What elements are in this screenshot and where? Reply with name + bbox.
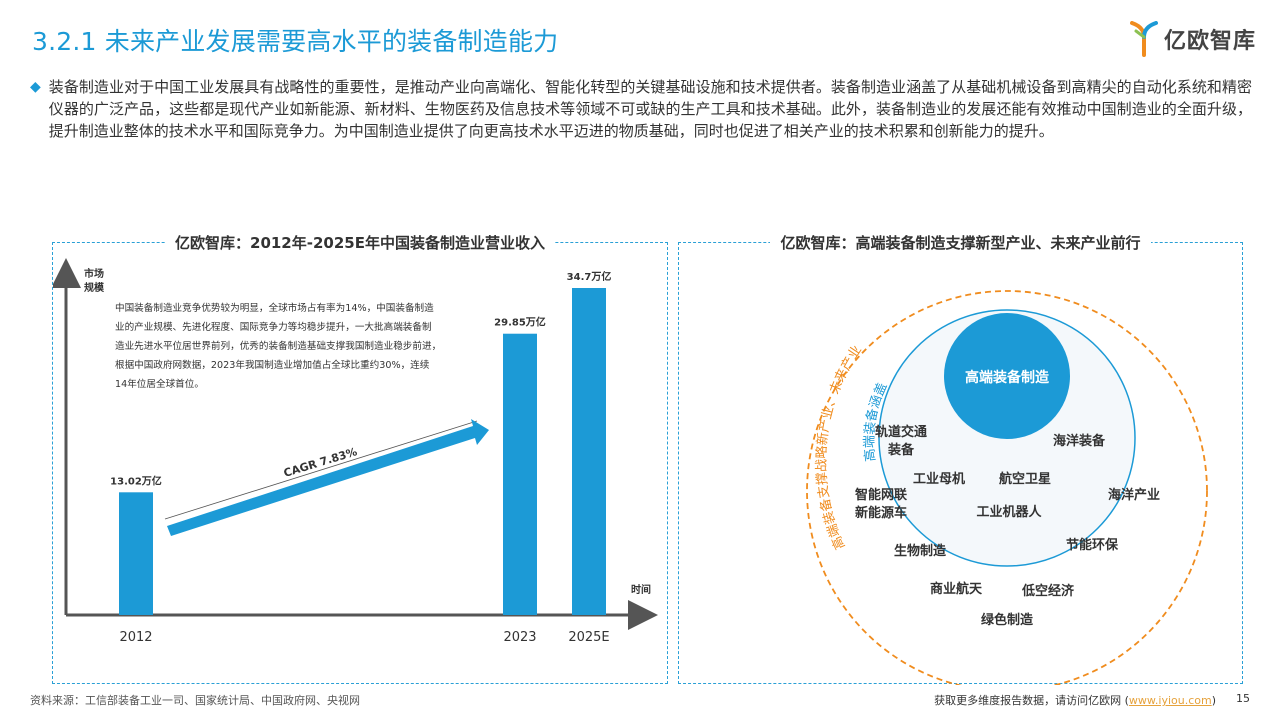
revenue-chart-title: 亿欧智库：2012年-2025E年中国装备制造业营业收入 xyxy=(165,234,555,252)
outer-item-energy-saving: 节能环保 xyxy=(1066,537,1119,553)
inner-item-industrial-robot: 工业机器人 xyxy=(976,504,1042,520)
logo-mark-icon xyxy=(1129,21,1158,57)
outer-item-commercial-space: 商业航天 xyxy=(930,581,983,597)
bar-value-label: 13.02万亿 xyxy=(110,474,162,487)
more-info-note: 获取更多维度报告数据，请访问亿欧网 (www.iyiou.com) xyxy=(934,692,1216,708)
intro-paragraph: ◆ 装备制造业对于中国工业发展具有战略性的重要性，是推动产业向高端化、智能化转型… xyxy=(30,76,1252,142)
page-number: 15 xyxy=(1236,692,1250,705)
inner-item-marine-equipment: 海洋装备 xyxy=(1053,433,1106,449)
inner-item-aviation-satellite: 航空卫星 xyxy=(999,471,1051,487)
annotation-line: 中国装备制造业竞争优势较为明显，全球市场占有率为14%，中国装备制造 xyxy=(115,302,434,314)
annotation-line: 造业先进水平位居世界前列，优秀的装备制造基础支撑我国制造业稳步前进， xyxy=(115,340,441,352)
industry-diagram-panel: 亿欧智库：高端装备制造支撑新型产业、未来产业前行 高端装备制造 高端装备涵盖 高… xyxy=(678,234,1243,692)
x-tick-label: 2023 xyxy=(503,630,536,645)
diamond-bullet-icon: ◆ xyxy=(30,79,41,95)
website-link[interactable]: www.iyiou.com xyxy=(1128,694,1212,707)
cagr-arrow xyxy=(167,419,489,536)
more-info-suffix: ) xyxy=(1211,694,1216,707)
x-tick-label: 2012 xyxy=(119,630,152,645)
annotation-line: 14年位居全球首位。 xyxy=(115,378,204,390)
revenue-chart-panel: 亿欧智库：2012年-2025E年中国装备制造业营业收入 市场规模 时间 中国装… xyxy=(51,234,668,684)
core-label: 高端装备制造 xyxy=(965,369,1049,386)
x-axis-label: 时间 xyxy=(631,583,651,596)
outer-item-green-manufacturing: 绿色制造 xyxy=(981,612,1034,628)
brand-logo[interactable]: 亿欧智库 xyxy=(1129,20,1256,58)
inner-item-machine-tools: 工业母机 xyxy=(913,471,965,487)
bar-2025E xyxy=(572,288,606,615)
outer-item-nev: 智能网联新能源车 xyxy=(855,487,907,521)
outer-item-marine-industry: 海洋产业 xyxy=(1108,487,1160,503)
x-tick-label: 2025E xyxy=(568,630,609,645)
outer-item-low-altitude: 低空经济 xyxy=(1021,583,1075,599)
outer-item-bio-manufacturing: 生物制造 xyxy=(894,543,947,559)
more-info-prefix: 获取更多维度报告数据，请访问亿欧网 ( xyxy=(934,694,1129,707)
revenue-bar-chart: 市场规模 时间 中国装备制造业竞争优势较为明显，全球市场占有率为14%，中国装备… xyxy=(51,258,658,645)
annotation-line: 根据中国政府网数据，2023年我国制造业增加值占全球比重约30%，连续 xyxy=(115,359,430,371)
y-axis-label: 市场规模 xyxy=(84,267,105,294)
bar-2012 xyxy=(119,492,153,615)
bar-2023 xyxy=(503,333,537,615)
inner-item-rail-transit: 轨道交通装备 xyxy=(875,424,927,458)
industry-diagram: 高端装备制造 高端装备涵盖 高端装备支撑战略新产业、未来产业 轨道交通装备 海洋… xyxy=(806,290,1208,692)
intro-text: 装备制造业对于中国工业发展具有战略性的重要性，是推动产业向高端化、智能化转型的关… xyxy=(48,78,1252,140)
annotation-line: 业的产业规模、先进化程度、国际竞争力等均稳步提升，一大批高端装备制 xyxy=(115,321,432,333)
cagr-guide-line xyxy=(164,420,478,520)
page-title: 3.2.1 未来产业发展需要高水平的装备制造能力 xyxy=(32,27,559,56)
bar-value-label: 34.7万亿 xyxy=(567,270,612,283)
logo-text: 亿欧智库 xyxy=(1163,29,1256,54)
industry-diagram-title: 亿欧智库：高端装备制造支撑新型产业、未来产业前行 xyxy=(770,234,1151,252)
chart-annotation: 中国装备制造业竞争优势较为明显，全球市场占有率为14%，中国装备制造业的产业规模… xyxy=(115,302,441,390)
bar-value-label: 29.85万亿 xyxy=(494,316,546,329)
source-note: 资料来源：工信部装备工业一司、国家统计局、中国政府网、央视网 xyxy=(30,694,360,707)
core-circle xyxy=(944,313,1070,439)
